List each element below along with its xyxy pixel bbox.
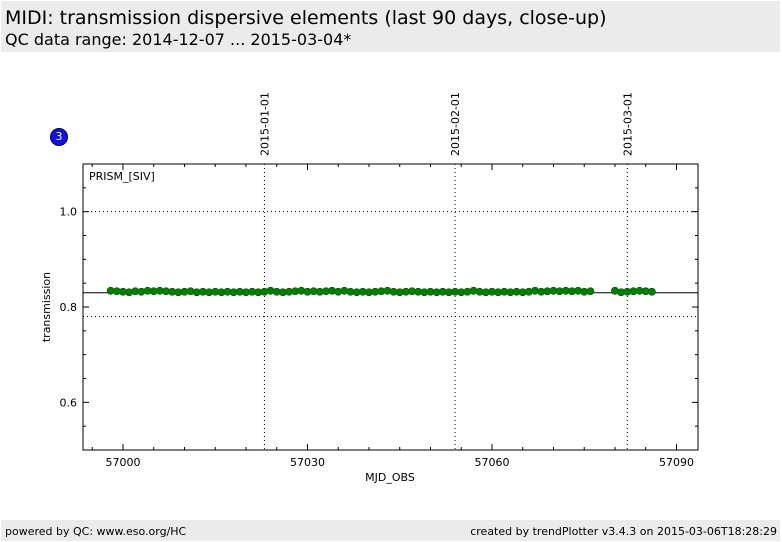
plot-frame bbox=[82, 163, 699, 451]
grid-layer bbox=[83, 164, 698, 450]
date-marker-label: 2015-03-01 bbox=[621, 92, 634, 156]
page-title: MIDI: transmission dispersive elements (… bbox=[5, 7, 607, 29]
plot-number-badge: 3 bbox=[50, 128, 68, 146]
y-tick-label: 0.6 bbox=[60, 396, 78, 409]
x-tick-label: 57060 bbox=[474, 456, 509, 469]
footer-created-by: created by trendPlotter v3.4.3 on 2015-0… bbox=[470, 525, 777, 538]
date-marker-label: 2015-02-01 bbox=[449, 92, 462, 156]
panel-label: PRISM_[SIV] bbox=[89, 170, 155, 183]
data-layer bbox=[106, 286, 656, 297]
footer-bar: powered by QC: www.eso.org/HC created by… bbox=[1, 520, 780, 541]
footer-powered-by: powered by QC: www.eso.org/HC bbox=[5, 525, 187, 538]
data-point bbox=[586, 287, 595, 296]
x-tick-label: 57030 bbox=[290, 456, 325, 469]
header-bar: MIDI: transmission dispersive elements (… bbox=[1, 1, 780, 52]
page-subtitle: QC data range: 2014-12-07 ... 2015-03-04… bbox=[5, 30, 352, 49]
y-axis-label: transmission bbox=[40, 272, 53, 342]
tick-layer: 2015-01-01 2015-02-01 2015-03-01 57000 57030… bbox=[60, 92, 698, 469]
data-point bbox=[647, 287, 656, 296]
date-marker-label: 2015-01-01 bbox=[258, 92, 271, 156]
y-tick-label: 1.0 bbox=[60, 206, 78, 219]
x-tick-label: 57090 bbox=[659, 456, 694, 469]
y-tick-label: 0.8 bbox=[60, 301, 78, 314]
x-axis-label: MJD_OBS bbox=[365, 471, 415, 484]
x-tick-label: 57000 bbox=[105, 456, 140, 469]
